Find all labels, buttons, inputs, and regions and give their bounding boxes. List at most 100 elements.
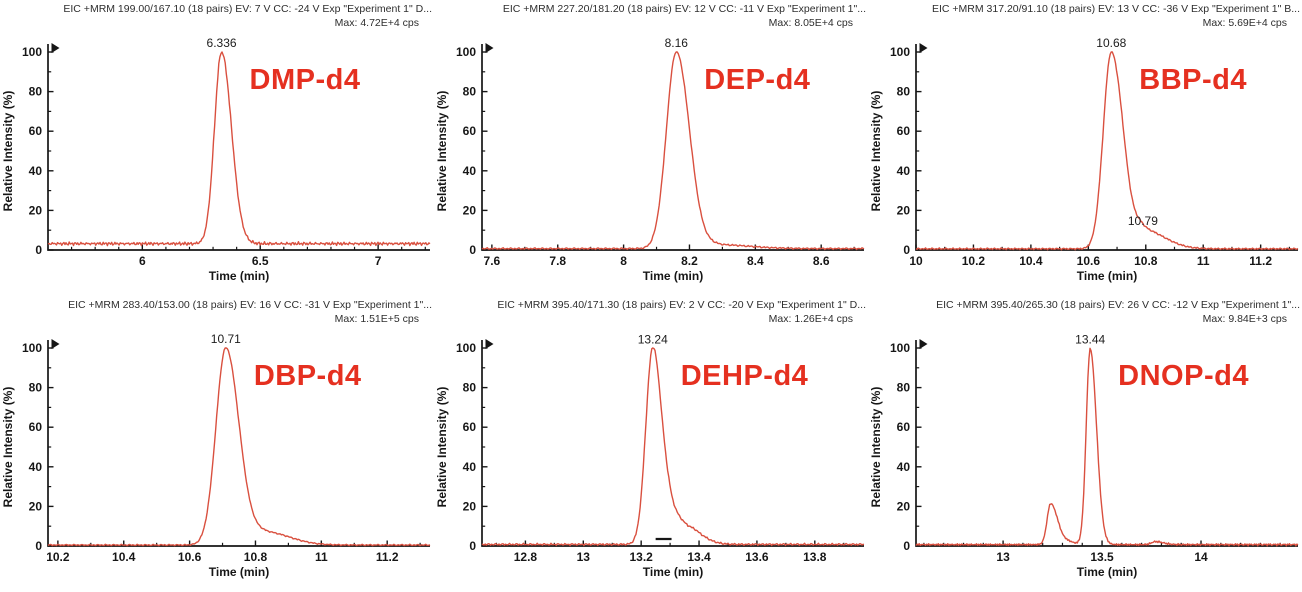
y-tick-label: 60 (463, 420, 477, 434)
y-axis-title: Relative Intensity (%) (435, 387, 449, 508)
chromatogram-plot: 0 20 40 60 80 100 7.6 7.8 8 8.2 8.4 8.6 Relative Int… (435, 36, 865, 283)
axis-pointer-icon (485, 43, 494, 53)
y-tick-label: 20 (29, 203, 43, 217)
x-tick-label: 10.2 (46, 550, 70, 564)
max-intensity-label: Max: 8.05E+4 cps (768, 16, 853, 29)
y-tick-label: 0 (903, 243, 910, 257)
chromatogram-plot: 0 20 40 60 80 100 6 6.5 7 Relative Intensity (%) T… (1, 36, 431, 283)
trace-description: EIC +MRM 395.40/171.30 (18 pairs) EV: 2 … (497, 299, 866, 311)
axis-pointer-icon (919, 43, 928, 53)
x-tick-label: 6.5 (252, 254, 269, 268)
max-intensity-label: Max: 1.51E+5 cps (334, 312, 419, 325)
y-tick-label: 40 (29, 460, 43, 474)
y-tick-label: 0 (903, 539, 910, 553)
panel-dnop-d4: EIC +MRM 395.40/265.30 (18 pairs) EV: 26… (868, 296, 1302, 592)
y-tick-label: 40 (897, 164, 911, 178)
y-tick-label: 100 (890, 45, 910, 59)
chromatogram-trace (915, 51, 1299, 251)
axis-lines (47, 44, 430, 251)
y-tick-label: 20 (29, 499, 43, 513)
x-tick-label: 13 (996, 550, 1010, 564)
trace-header: EIC +MRM 199.00/167.10 (18 pairs) EV: 7 … (0, 0, 434, 30)
chromatogram-trace (481, 347, 865, 547)
retention-time-label: 13.44 (1075, 333, 1105, 347)
y-tick-label: 20 (897, 499, 911, 513)
x-tick-label: 13.5 (1090, 550, 1114, 564)
x-axis-title: Time (min) (1077, 565, 1137, 579)
y-tick-label: 20 (463, 203, 477, 217)
panel-dbp-d4: EIC +MRM 283.40/153.00 (18 pairs) EV: 16… (0, 296, 434, 592)
panel-bbp-d4: EIC +MRM 317.20/91.10 (18 pairs) EV: 13 … (868, 0, 1302, 296)
panel-dmp-d4: EIC +MRM 199.00/167.10 (18 pairs) EV: 7 … (0, 0, 434, 296)
retention-time-label: 13.24 (638, 332, 668, 346)
x-tick-label: 13.2 (629, 550, 653, 564)
max-intensity-label: Max: 5.69E+4 cps (1202, 16, 1287, 29)
y-tick-label: 0 (35, 539, 42, 553)
x-tick-label: 7.6 (484, 254, 501, 268)
panel-dehp-d4: EIC +MRM 395.40/171.30 (18 pairs) EV: 2 … (434, 296, 868, 592)
compound-label: DBP-d4 (254, 360, 362, 392)
chromatogram-plot: 0 20 40 60 80 100 10.2 10.4 10.6 10.8 11 11.2 Relati… (1, 332, 431, 579)
y-tick-label: 60 (29, 420, 43, 434)
x-tick-label: 8.6 (813, 254, 830, 268)
x-tick-label: 10.6 (178, 550, 202, 564)
x-tick-label: 11.2 (1249, 254, 1272, 268)
chromatogram-plot: 0 20 40 60 80 100 12.8 13 13.2 13.4 13.6 13.8 Relati… (435, 332, 865, 579)
compound-label: DMP-d4 (250, 64, 361, 96)
y-tick-label: 60 (897, 420, 911, 434)
trace-header: EIC +MRM 317.20/91.10 (18 pairs) EV: 13 … (868, 0, 1302, 30)
max-intensity-label: Max: 9.84E+3 cps (1202, 312, 1287, 325)
y-tick-label: 60 (897, 124, 911, 138)
y-tick-label: 80 (897, 381, 911, 395)
x-tick-label: 8.4 (747, 254, 764, 268)
y-tick-label: 60 (463, 124, 477, 138)
y-tick-label: 40 (29, 164, 43, 178)
y-tick-label: 100 (22, 45, 42, 59)
retention-time-label: 6.336 (207, 36, 237, 50)
y-tick-label: 40 (463, 164, 477, 178)
x-tick-label: 12.8 (514, 550, 538, 564)
panel-dep-d4: EIC +MRM 227.20/181.20 (18 pairs) EV: 12… (434, 0, 868, 296)
x-axis-title: Time (min) (209, 565, 269, 579)
x-tick-label: 13 (577, 550, 591, 564)
y-tick-label: 60 (29, 124, 43, 138)
trace-description: EIC +MRM 395.40/265.30 (18 pairs) EV: 26… (936, 299, 1300, 311)
y-tick-label: 0 (469, 539, 476, 553)
y-axis-title: Relative Intensity (%) (1, 91, 15, 212)
y-tick-label: 40 (463, 460, 477, 474)
x-tick-label: 10.6 (1077, 254, 1101, 268)
x-tick-label: 10.8 (244, 550, 268, 564)
y-tick-label: 80 (897, 85, 911, 99)
x-tick-label: 10.2 (962, 254, 986, 268)
chromatogram-trace (915, 347, 1299, 547)
x-tick-label: 8.2 (681, 254, 698, 268)
x-tick-label: 11 (315, 550, 328, 564)
x-tick-label: 10 (909, 254, 923, 268)
x-tick-label: 10.4 (1019, 254, 1043, 268)
x-tick-label: 13.8 (803, 550, 827, 564)
trace-header: EIC +MRM 395.40/171.30 (18 pairs) EV: 2 … (434, 296, 868, 326)
x-tick-label: 10.4 (112, 550, 136, 564)
x-tick-label: 13.6 (745, 550, 769, 564)
axis-lines (47, 340, 430, 547)
trace-description: EIC +MRM 317.20/91.10 (18 pairs) EV: 13 … (931, 3, 1300, 15)
x-tick-label: 6 (139, 254, 146, 268)
retention-time-label: 10.68 (1096, 36, 1126, 50)
y-tick-label: 100 (456, 45, 476, 59)
x-axis-title: Time (min) (643, 565, 703, 579)
x-axis-title: Time (min) (1077, 269, 1137, 283)
retention-time-label: 10.71 (211, 332, 241, 346)
x-tick-label: 8 (620, 254, 627, 268)
trace-header: EIC +MRM 283.40/153.00 (18 pairs) EV: 16… (0, 296, 434, 326)
y-tick-label: 80 (463, 381, 477, 395)
axis-pointer-icon (51, 43, 60, 53)
chromatogram-trace (47, 347, 431, 547)
retention-time-label: 8.16 (665, 36, 689, 50)
y-tick-label: 20 (897, 203, 911, 217)
axis-pointer-icon (51, 339, 60, 349)
trace-header: EIC +MRM 227.20/181.20 (18 pairs) EV: 12… (434, 0, 868, 30)
y-tick-label: 80 (463, 85, 477, 99)
axis-pointer-icon (919, 339, 928, 349)
x-axis-title: Time (min) (643, 269, 703, 283)
